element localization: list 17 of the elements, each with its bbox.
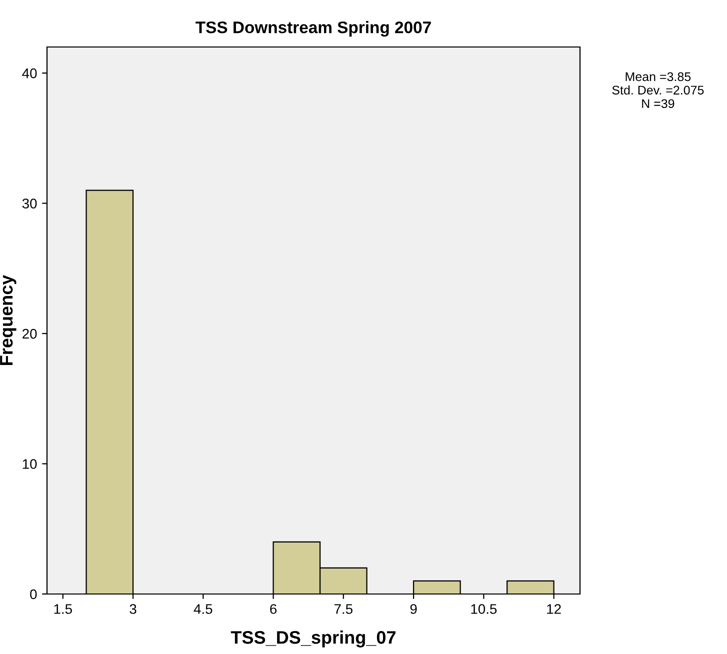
y-tick-label: 20 — [22, 328, 37, 339]
x-tick-label: 10.5 — [471, 604, 497, 614]
y-tick-label: 10 — [22, 459, 37, 469]
y-tick-label: 30 — [22, 198, 37, 208]
y-axis-title: Frequency — [0, 274, 16, 365]
x-tick-label: 6 — [270, 604, 277, 614]
x-tick-label: 4.5 — [194, 604, 212, 614]
x-axis-title: TSS_DS_spring_07 — [230, 630, 396, 648]
x-tick-label: 3 — [130, 604, 136, 614]
x-tick-label: 1.5 — [54, 604, 72, 614]
x-tick-label: 9 — [410, 604, 417, 614]
y-tick-label: 0 — [30, 589, 37, 600]
y-tick-label: 40 — [22, 68, 37, 78]
chart-title: TSS Downstream Spring 2007 — [196, 21, 431, 37]
x-tick-label: 12 — [547, 604, 561, 614]
text: Mean =3.85 Std. Dev. =2.075 N =39 — [612, 72, 704, 108]
x-tick-label: 7.5 — [334, 604, 352, 614]
